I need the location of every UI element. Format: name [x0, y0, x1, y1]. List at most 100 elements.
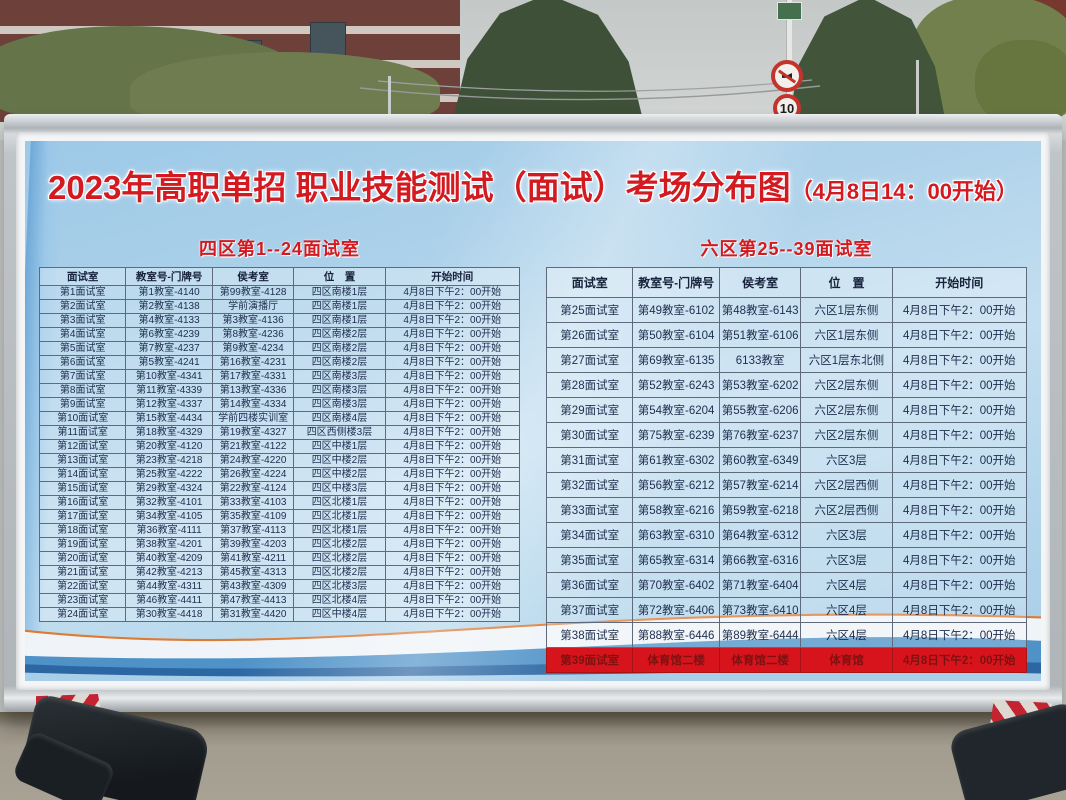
table-row: 第37面试室 第72教室-6406 第73教室-6410 六区4层 4月8日下午2：00… — [545, 597, 1028, 623]
table-cell: 第45教室-4313 — [211, 565, 295, 580]
table-cell: 第3教室-4136 — [211, 313, 295, 328]
table-cell: 第15面试室 — [38, 481, 127, 496]
table-cell: 第5教室-4241 — [125, 355, 213, 370]
table-cell: 第35教室-4109 — [211, 509, 295, 524]
table-cell: 4月8日下午2：00开始 — [384, 327, 521, 342]
table-cell: 第43教室-4309 — [211, 579, 295, 594]
table-cell: 4月8日下午2：00开始 — [384, 453, 521, 468]
table-cell: 第5面试室 — [38, 341, 127, 356]
table-cell: 第54教室-6204 — [632, 397, 720, 423]
table-row: 第4面试室 第6教室-4239 第8教室-4236 四区南楼2层 4月8日下午2：00开… — [38, 327, 521, 342]
table-cell: 4月8日下午2：00开始 — [384, 593, 521, 608]
table-cell: 六区2层西侧 — [800, 497, 893, 523]
table-cell: 第56教室-6212 — [632, 472, 720, 498]
table-cell: 第39面试室 — [545, 647, 634, 673]
table-cell: 第10面试室 — [38, 411, 127, 426]
table-cell: 第33教室-4103 — [211, 495, 295, 510]
table-cell: 第2教室-4138 — [125, 299, 213, 314]
power-line — [377, 79, 813, 92]
table-cell: 4月8日下午2：00开始 — [891, 372, 1028, 398]
table-cell: 第25面试室 — [545, 297, 634, 323]
table-cell: 第75教室-6239 — [632, 422, 720, 448]
table-cell: 第32面试室 — [545, 472, 634, 498]
column-header: 开始时间 — [384, 267, 521, 286]
table-cell: 第31教室-4420 — [211, 607, 295, 622]
table-cell: 四区北楼1层 — [293, 523, 386, 538]
table-cell: 第3面试室 — [38, 313, 127, 328]
table-cell: 四区南楼1层 — [293, 313, 386, 328]
table-row: 第15面试室 第29教室-4324 第22教室-4124 四区中楼3层 4月8日下午2：… — [38, 481, 521, 496]
table-row: 第8面试室 第11教室-4339 第13教室-4336 四区南楼3层 4月8日下午2：0… — [38, 383, 521, 398]
table-cell: 第55教室-6206 — [718, 397, 802, 423]
table-cell: 第40教室-4209 — [125, 551, 213, 566]
table-cell: 四区北楼1层 — [293, 495, 386, 510]
table-cell: 第57教室-6214 — [718, 472, 802, 498]
table-cell: 六区4层 — [800, 622, 893, 648]
table-cell: 4月8日下午2：00开始 — [384, 467, 521, 482]
table-row: 第5面试室 第7教室-4237 第9教室-4234 四区南楼2层 4月8日下午2：00开… — [38, 341, 521, 356]
table-cell: 第69教室-6135 — [632, 347, 720, 373]
table-cell: 第12教室-4337 — [125, 397, 213, 412]
table-cell: 第13面试室 — [38, 453, 127, 468]
header-row: 面试室 教室号-门牌号 侯考室位 置开始时间 — [38, 267, 521, 286]
table-cell: 四区中楼2层 — [293, 467, 386, 482]
table-cell: 第36教室-4111 — [125, 523, 213, 538]
table-cell: 4月8日下午2：00开始 — [891, 522, 1028, 548]
table-cell: 第20面试室 — [38, 551, 127, 566]
poster-content: 2023年高职单招 职业技能测试（面试）考场分布图（4月8日14：00开始） 四… — [25, 141, 1041, 673]
table-cell: 第4教室-4133 — [125, 313, 213, 328]
table-cell: 第21面试室 — [38, 565, 127, 580]
table-cell: 第16面试室 — [38, 495, 127, 510]
table-cell: 第15教室-4434 — [125, 411, 213, 426]
table-cell: 第19面试室 — [38, 537, 127, 552]
table-cell: 六区2层东侧 — [800, 422, 893, 448]
table-row: 第18面试室 第36教室-4111 第37教室-4113 四区北楼1层 4月8日下午2：… — [38, 523, 521, 538]
column-header: 面试室 — [38, 267, 127, 286]
table-row: 第20面试室 第40教室-4209 第41教室-4211 四区北楼2层 4月8日下午2：… — [38, 551, 521, 566]
table-cell: 六区4层 — [800, 597, 893, 623]
table-cell: 第76教室-6237 — [718, 422, 802, 448]
table-cell: 4月8日下午2：00开始 — [384, 285, 521, 300]
table-cell: 第31面试室 — [545, 447, 634, 473]
table-row: 第36面试室 第70教室-6402 第71教室-6404 六区4层 4月8日下午2：00… — [545, 572, 1028, 598]
table-cell: 第41教室-4211 — [211, 551, 295, 566]
table-cell: 四区南楼2层 — [293, 341, 386, 356]
table-cell: 4月8日下午2：00开始 — [384, 397, 521, 412]
title-suffix-text: （4月8日14：00开始） — [790, 179, 1018, 204]
table-cell: 第35面试室 — [545, 547, 634, 573]
table-cell: 第13教室-4336 — [211, 383, 295, 398]
table-cell: 4月8日下午2：00开始 — [891, 572, 1028, 598]
table-cell: 第19教室-4327 — [211, 425, 295, 440]
table-row: 第27面试室 第69教室-6135 6133教室 六区1层东北侧 4月8日下午2：00开… — [545, 347, 1028, 373]
table-cell: 第38面试室 — [545, 622, 634, 648]
table-cell: 第30教室-4418 — [125, 607, 213, 622]
table-cell: 四区中楼4层 — [293, 607, 386, 622]
table-cell: 6133教室 — [718, 347, 802, 373]
table-row: 第17面试室 第34教室-4105 第35教室-4109 四区北楼1层 4月8日下午2：… — [38, 509, 521, 524]
district4-table: 面试室 教室号-门牌号 侯考室位 置开始时间 第1面试室 第1教室-4140 第99教室… — [38, 267, 521, 622]
table-cell: 4月8日下午2：00开始 — [384, 565, 521, 580]
header-row: 面试室 教室号-门牌号 侯考室位 置开始时间 — [545, 267, 1028, 298]
table-cell: 第88教室-6446 — [632, 622, 720, 648]
table-row: 第21面试室 第42教室-4213 第45教室-4313 四区北楼2层 4月8日下午2：… — [38, 565, 521, 580]
table-cell: 四区南楼1层 — [293, 299, 386, 314]
table-cell: 四区南楼4层 — [293, 411, 386, 426]
table-cell: 四区北楼2层 — [293, 537, 386, 552]
table-cell: 4月8日下午2：00开始 — [384, 579, 521, 594]
table-row: 第24面试室 第30教室-4418 第31教室-4420 四区中楼4层 4月8日下午2：… — [38, 607, 521, 622]
column-header: 开始时间 — [891, 267, 1028, 298]
table-cell: 四区南楼2层 — [293, 327, 386, 342]
table-cell: 第27面试室 — [545, 347, 634, 373]
table-cell: 第14面试室 — [38, 467, 127, 482]
table-row: 第22面试室 第44教室-4311 第43教室-4309 四区北楼3层 4月8日下午2：… — [38, 579, 521, 594]
table-row: 第25面试室 第49教室-6102 第48教室-6143 六区1层东侧 4月8日下午2：… — [545, 297, 1028, 323]
title-main-text: 2023年高职单招 职业技能测试（面试）考场分布图 — [47, 169, 791, 206]
table-cell: 第34面试室 — [545, 522, 634, 548]
table-cell: 4月8日下午2：00开始 — [384, 495, 521, 510]
column-header: 位 置 — [293, 267, 386, 286]
table-cell: 第63教室-6310 — [632, 522, 720, 548]
table-cell: 4月8日下午2：00开始 — [384, 299, 521, 314]
table-cell: 第66教室-6316 — [718, 547, 802, 573]
table-cell: 4月8日下午2：00开始 — [384, 439, 521, 454]
